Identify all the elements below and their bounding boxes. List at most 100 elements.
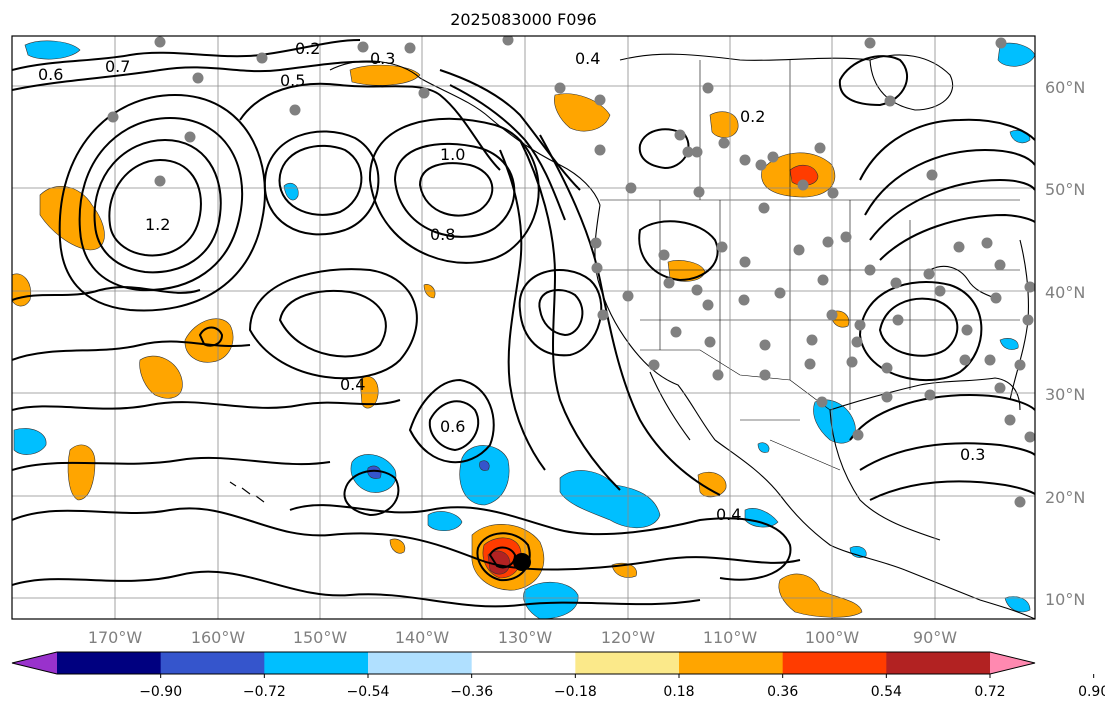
colorbar-segment <box>264 652 369 674</box>
contour-jet-1 <box>499 149 546 471</box>
colorbar-tick-label: −0.54 <box>347 684 390 700</box>
hawaii-3 <box>255 495 265 503</box>
contour-low-pacific-inner <box>108 158 202 257</box>
contour-jet-3 <box>539 134 721 496</box>
contour-east-low-1 <box>878 297 959 357</box>
contour-center-low-1 <box>418 162 494 217</box>
contour-north-2 <box>12 60 381 91</box>
lon-label: 170°W <box>88 628 143 647</box>
contour-canada-loop <box>638 128 690 170</box>
contour-label: 0.3 <box>370 49 395 68</box>
contour-mid-ridge <box>278 289 387 358</box>
baja <box>649 371 691 441</box>
contour-label: 0.3 <box>960 445 985 464</box>
contour-label: 0.2 <box>295 39 320 58</box>
contour-west-band3 <box>12 399 401 411</box>
hawaii-1 <box>229 481 237 487</box>
colorbar-tick-label: 0.18 <box>663 684 694 700</box>
contour-trough-1 <box>408 378 495 464</box>
contour-coastal-low <box>538 289 584 337</box>
contour-labels: 0.2 0.7 0.6 0.5 0.3 0.4 1.0 1.2 0.8 0.6 … <box>38 39 985 524</box>
lon-label: 160°W <box>191 628 246 647</box>
shade-orange-14 <box>778 573 863 618</box>
contour-gulf-2 <box>859 442 1035 471</box>
contour-gulf-1 <box>849 393 1035 441</box>
contour-tropical-band-2 <box>12 570 701 608</box>
contour-label: 0.6 <box>38 65 63 84</box>
lon-label: 130°W <box>498 628 553 647</box>
contour-alaska-1 <box>439 69 581 191</box>
shade-darkblue-1 <box>479 460 490 471</box>
colorbar-tick-label: 0.36 <box>767 684 798 700</box>
storm-center-marker <box>513 553 531 571</box>
us-mexico-border <box>640 349 831 411</box>
contour-label: 0.2 <box>740 107 765 126</box>
central-america <box>904 569 1035 619</box>
shade-blue-4 <box>459 445 510 506</box>
contour-trough-2 <box>428 400 480 452</box>
contour-west-band4 <box>12 456 331 471</box>
shaded-negative-regions <box>13 40 1035 619</box>
shade-orange-5 <box>67 444 96 501</box>
colorbar-segment <box>57 652 162 674</box>
contour-ne-ridge-4 <box>879 213 1035 261</box>
shade-blue-9 <box>744 508 779 528</box>
colorbar: −0.90 −0.72 −0.54 −0.36 −0.18 0.18 0.36 0.54 0.7… <box>11 651 1105 700</box>
colorbar-segment <box>160 652 265 674</box>
shade-red-1 <box>789 164 819 186</box>
contour-north-1 <box>12 39 361 71</box>
mexico-west <box>714 439 906 571</box>
contour-alaska-2 <box>449 84 566 221</box>
contour-gulf-3 <box>869 480 1035 501</box>
colorbar-tick-label: −0.90 <box>139 684 182 700</box>
contour-low-pacific-outer <box>78 116 244 292</box>
colorbar-tick-label: 0.54 <box>871 684 902 700</box>
colorbar-extend-min <box>12 652 57 674</box>
shade-orange-9 <box>709 111 739 138</box>
contour-low-pacific-outer2 <box>58 93 266 312</box>
shade-orange-7 <box>349 64 421 86</box>
mexico-east <box>829 409 941 541</box>
map-title: 2025083000 F096 <box>450 10 597 29</box>
shade-blue-7 <box>523 581 579 619</box>
contour-label: 1.2 <box>145 215 170 234</box>
contour-ne-ridge-2 <box>864 148 1035 216</box>
colorbar-segment <box>368 652 473 674</box>
lat-label: 10°N <box>1045 590 1085 609</box>
lat-label: 50°N <box>1045 180 1085 199</box>
contour-ne-ridge-1 <box>859 118 1035 181</box>
great-lakes <box>929 265 1001 301</box>
colorbar-tick-label: −0.36 <box>450 684 493 700</box>
shade-blue-8 <box>813 399 856 444</box>
contour-mid-plains <box>638 220 719 282</box>
latitude-axis: 60°N 50°N 40°N 30°N 20°N 10°N <box>1045 78 1085 609</box>
shade-blue-2 <box>13 428 47 455</box>
shade-orange-16 <box>611 562 637 578</box>
shade-darkblue-2 <box>367 465 382 479</box>
colorbar-segment <box>471 652 576 674</box>
colorbar-segment <box>782 652 887 674</box>
shade-orange-3 <box>139 355 183 399</box>
colorbar-segment <box>575 652 680 674</box>
contour-label: 1.0 <box>440 145 465 164</box>
shade-blue-13 <box>999 338 1019 350</box>
coastlines <box>229 53 1035 619</box>
lat-label: 40°N <box>1045 283 1085 302</box>
lat-label: 30°N <box>1045 385 1085 404</box>
contour-label: 0.7 <box>105 57 130 76</box>
contour-small-loop-1 <box>198 326 224 347</box>
contour-label: 0.4 <box>575 49 600 68</box>
lon-label: 110°W <box>703 628 758 647</box>
lat-label: 20°N <box>1045 488 1085 507</box>
shade-orange-15 <box>389 538 406 554</box>
colorbar-tick-label: 0.72 <box>974 684 1005 700</box>
mexico-state-2 <box>769 439 841 471</box>
shade-blue-14 <box>1004 596 1031 613</box>
shade-blue-6 <box>427 511 463 531</box>
contour-low-pacific-mid <box>93 138 222 274</box>
hudson-bay <box>869 54 954 111</box>
contour-lines <box>12 39 1035 608</box>
shade-orange-13 <box>697 471 727 498</box>
contour-tc-loop2 <box>488 546 517 569</box>
shaded-positive-regions <box>12 64 863 618</box>
